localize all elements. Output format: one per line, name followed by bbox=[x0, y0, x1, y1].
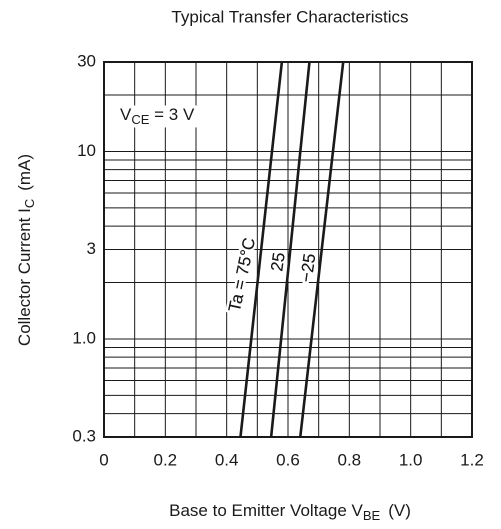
annotation-bg bbox=[118, 105, 197, 128]
y-tick-label: 30 bbox=[77, 51, 96, 70]
chart-title: Typical Transfer Characteristics bbox=[171, 7, 408, 26]
x-tick-label: 0.6 bbox=[276, 450, 300, 469]
annotation: VCE = 3 V bbox=[120, 105, 195, 127]
y-label-sub: C bbox=[22, 199, 37, 208]
series-label: 25 bbox=[267, 251, 288, 272]
y-tick-label: 3 bbox=[87, 239, 96, 258]
x-label-sub: BE bbox=[363, 508, 381, 523]
series-label: Ta = 75°C bbox=[225, 236, 259, 314]
x-tick-label: 0.4 bbox=[215, 450, 239, 469]
x-tick-label: 0 bbox=[99, 450, 108, 469]
x-tick-label: 1.0 bbox=[399, 450, 423, 469]
annotation-main: V bbox=[120, 105, 132, 124]
series-line bbox=[269, 61, 311, 438]
x-tick-label: 0.8 bbox=[338, 450, 362, 469]
plot-frame bbox=[103, 61, 473, 438]
x-axis-label: Base to Emitter Voltage VBE (V) bbox=[169, 501, 411, 523]
series-line bbox=[239, 61, 284, 438]
series-label: −25 bbox=[297, 252, 320, 283]
y-label-unit: (mA) bbox=[15, 154, 34, 191]
y-axis-label: Collector Current IC (mA) bbox=[15, 154, 37, 346]
y-tick-label: 0.3 bbox=[72, 426, 96, 445]
x-tick-label: 1.2 bbox=[460, 450, 484, 469]
y-tick-label: 1.0 bbox=[72, 328, 96, 347]
x-tick-label: 0.2 bbox=[154, 450, 178, 469]
y-tick-label: 10 bbox=[77, 141, 96, 160]
annotation-rest: = 3 V bbox=[149, 105, 195, 124]
x-label-unit: (V) bbox=[388, 501, 411, 520]
y-label-main: Collector Current I bbox=[15, 208, 34, 346]
annotation-sub: CE bbox=[131, 112, 149, 127]
series-line bbox=[298, 61, 345, 438]
x-label-main: Base to Emitter Voltage V bbox=[169, 501, 363, 520]
